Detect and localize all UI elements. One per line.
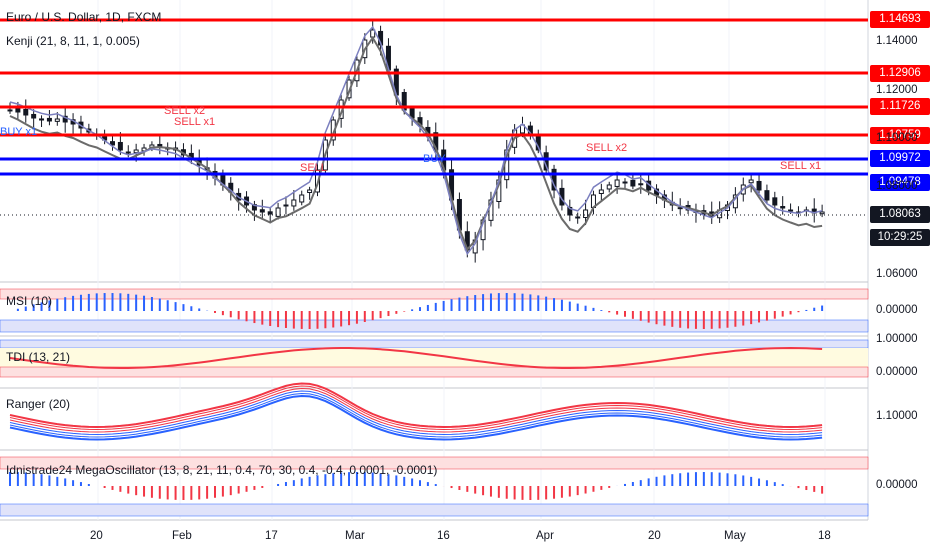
candle-body [780,206,786,209]
level-tag-red-3: 1.11726 [870,98,930,115]
signal-sell-4: SELL x2 [586,142,628,154]
candle-body [23,108,29,116]
time-tick-8: May [724,530,746,542]
ranger-line [9,385,823,431]
candle-body [110,141,115,146]
ranger-tick: 1.10000 [876,410,918,422]
ranger-line [9,382,823,429]
msi-panel-title: MSI (10) [6,294,53,308]
countdown-tag: 10:29:25 [870,229,930,246]
ranger-line [9,390,823,436]
price-tick-3: 1.10000 [876,132,918,144]
candle-body [275,207,281,217]
mega-panel-title: Idnistrade24 MegaOscillator (13, 8, 21, … [6,463,438,477]
candle-body [283,204,289,207]
candle-body [133,149,139,154]
candle-body [15,107,21,113]
msi-lower-band [0,319,869,333]
mega-zero-tick: 0.00000 [876,479,918,491]
candle-body [583,209,589,219]
candle-body [157,143,163,147]
time-tick-1: 20 [90,530,103,542]
candle-body [307,189,313,193]
tdi-panel-title: TDI (13, 21) [6,350,71,364]
candle-body [259,209,265,213]
price-tick-1: 1.14000 [876,35,918,47]
signal-sell-1: SELL x2 [164,105,206,117]
level-tag-red-4: 1.10759 [870,127,930,144]
ma-line-fast [9,25,823,256]
msi-upper-band [0,288,869,300]
msi-zero-tick: 0.00000 [876,304,918,316]
price-tick-4: 1.08000 [876,180,918,192]
last-price-tag: 1.08063 [870,206,930,223]
signal-sell-3: SELL [300,162,327,174]
mega-upper-band [0,456,869,470]
candle-body [7,109,13,112]
kenji-indicator-title: Kenji (21, 8, 11, 1, 0.005) [6,34,140,48]
candle-body [54,118,60,122]
ranger-line [9,394,823,441]
level-tag-blue-1: 1.09972 [870,150,930,167]
time-tick-3: 17 [265,530,278,542]
candle-body [756,180,762,191]
candle-body [630,179,636,187]
tdi-upper-band [0,339,869,349]
candle-body [575,216,581,219]
time-tick-2: Feb [172,530,192,542]
price-tick-2: 1.12000 [876,84,918,96]
candle-body [764,190,770,201]
candle-body [614,179,620,187]
time-tick-9: 18 [818,530,831,542]
candle-body [788,209,794,212]
tdi-one-tick: 1.00000 [876,333,918,345]
candle-body [46,117,52,122]
signal-buy-2: BUY [423,153,446,165]
tdi-lower-band [0,366,869,378]
ranger-panel-title: Ranger (20) [6,397,71,411]
candle-body [772,197,778,206]
level-tag-red-2: 1.12906 [870,65,930,82]
candle-body [31,113,37,119]
tdi-zero-tick: 0.00000 [876,366,918,378]
candle-body [598,189,604,195]
signal-sell-2: SELL x1 [174,116,216,128]
tdi-line [9,346,823,369]
ranger-line [9,387,823,433]
candle-body [622,181,628,184]
price-tick-5: 1.06000 [876,268,918,280]
candle-body [299,194,305,203]
candle-body [117,141,123,151]
ranger-line [9,392,823,438]
candle-body [291,199,297,207]
candle-body [125,151,131,154]
candle-body [748,179,754,184]
signal-buy-1: BUY x1 [0,126,38,138]
ma-line-slow [9,35,823,252]
signal-sell-5: SELL x1 [780,160,822,172]
candle-body [267,211,273,215]
candle-body [39,118,45,121]
candle-body [819,211,825,215]
candle-body [638,183,644,186]
time-tick-4: Mar [345,530,365,542]
time-tick-7: 20 [648,530,661,542]
symbol-title: Euro / U.S. Dollar, 1D, FXCM [6,10,162,24]
candle-body [606,184,612,190]
mega-lower-band [0,503,869,517]
level-tag-red-1: 1.14693 [870,11,930,28]
time-tick-5: 16 [437,530,450,542]
candle-body [677,207,683,210]
time-tick-6: Apr [536,530,554,542]
level-tag-blue-2: 1.09478 [870,174,930,191]
